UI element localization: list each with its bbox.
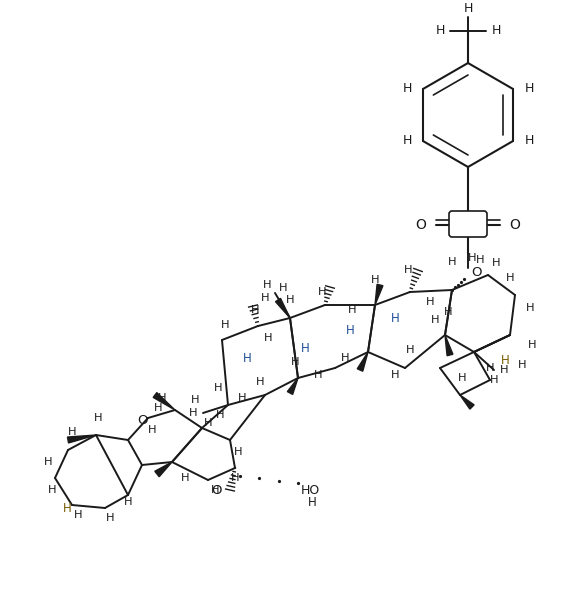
Text: H: H	[124, 497, 132, 507]
Text: H: H	[307, 497, 316, 510]
Text: H: H	[262, 280, 271, 290]
Text: H: H	[68, 427, 76, 437]
Text: H: H	[464, 2, 473, 16]
Text: H: H	[370, 275, 379, 285]
Text: H: H	[62, 501, 71, 515]
Text: H: H	[279, 283, 287, 293]
Text: H: H	[181, 473, 190, 483]
Text: H: H	[203, 418, 212, 428]
Text: H: H	[444, 307, 453, 317]
Polygon shape	[357, 352, 368, 371]
Text: H: H	[490, 375, 498, 385]
Text: H: H	[255, 377, 264, 387]
Text: HO: HO	[301, 483, 320, 497]
Text: H: H	[251, 305, 260, 315]
Text: H: H	[448, 257, 456, 267]
Text: H: H	[158, 393, 166, 403]
Text: H: H	[524, 135, 533, 147]
Text: O: O	[137, 413, 147, 426]
Text: H: H	[154, 403, 162, 413]
Text: H: H	[286, 295, 294, 305]
Text: H: H	[94, 413, 102, 423]
Text: H: H	[501, 353, 509, 367]
Text: H: H	[402, 135, 412, 147]
Text: H: H	[106, 513, 114, 523]
Text: H: H	[314, 370, 323, 380]
Text: H: H	[318, 287, 327, 297]
Text: O: O	[470, 267, 481, 280]
Text: H: H	[391, 311, 399, 325]
Text: H: H	[458, 373, 466, 383]
Text: H: H	[425, 297, 434, 307]
Text: H: H	[221, 320, 229, 330]
Text: H: H	[73, 510, 82, 520]
Text: O: O	[510, 218, 520, 232]
Text: H: H	[191, 395, 199, 405]
Text: H: H	[211, 485, 219, 495]
Text: O: O	[211, 483, 221, 497]
Text: H: H	[518, 360, 527, 370]
Text: H: H	[431, 315, 439, 325]
Text: H: H	[435, 25, 444, 38]
Text: H: H	[476, 255, 484, 265]
Polygon shape	[276, 298, 290, 318]
Text: H: H	[243, 352, 251, 365]
Text: H: H	[391, 370, 399, 380]
Text: H: H	[188, 408, 197, 418]
Text: Abs: Abs	[457, 219, 479, 231]
Text: H: H	[486, 363, 494, 373]
Polygon shape	[287, 378, 298, 394]
Polygon shape	[68, 435, 96, 443]
Text: H: H	[491, 25, 501, 38]
Polygon shape	[153, 392, 175, 410]
Text: H: H	[216, 410, 224, 420]
Polygon shape	[445, 335, 453, 356]
Text: H: H	[238, 393, 246, 403]
Text: H: H	[406, 345, 414, 355]
Text: H: H	[301, 341, 309, 355]
Text: H: H	[234, 447, 242, 457]
Text: H: H	[402, 83, 412, 95]
Text: H: H	[346, 323, 354, 337]
Text: H: H	[148, 425, 156, 435]
Polygon shape	[460, 395, 474, 409]
Text: H: H	[528, 340, 536, 350]
Text: H: H	[348, 305, 356, 315]
Text: H: H	[500, 365, 508, 375]
Text: H: H	[525, 303, 534, 313]
Text: H: H	[291, 357, 299, 367]
Text: H: H	[231, 473, 239, 483]
Polygon shape	[375, 285, 383, 305]
FancyBboxPatch shape	[449, 211, 487, 237]
Polygon shape	[155, 462, 172, 477]
Text: H: H	[524, 83, 533, 95]
Text: H: H	[214, 383, 223, 393]
Text: H: H	[340, 353, 349, 363]
Text: H: H	[261, 293, 269, 303]
Text: H: H	[403, 265, 412, 275]
Text: H: H	[264, 333, 272, 343]
Text: H: H	[44, 457, 53, 467]
Text: H: H	[506, 273, 514, 283]
Text: H: H	[492, 258, 501, 268]
Text: O: O	[416, 218, 427, 232]
Text: H: H	[48, 485, 56, 495]
Text: H: H	[468, 253, 476, 263]
